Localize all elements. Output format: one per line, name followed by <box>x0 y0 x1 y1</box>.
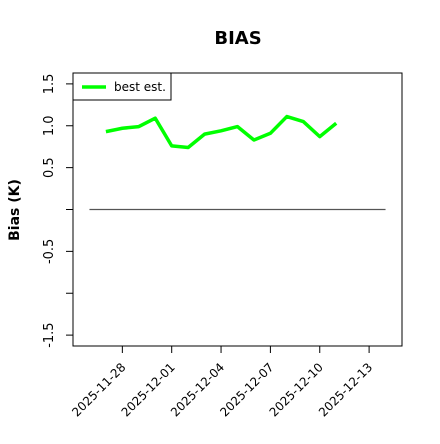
legend-label: best est. <box>114 80 166 94</box>
y-tick-label: -0.5 <box>42 239 57 264</box>
y-tick-label: 1.0 <box>42 115 57 136</box>
y-tick-label: -1.5 <box>42 322 57 347</box>
y-tick-label: 1.5 <box>42 74 57 95</box>
y-axis-label: Bias (K) <box>7 179 23 241</box>
chart-title: BIAS <box>214 28 261 49</box>
y-tick-label: 0.5 <box>42 157 57 178</box>
data-line <box>105 114 338 150</box>
